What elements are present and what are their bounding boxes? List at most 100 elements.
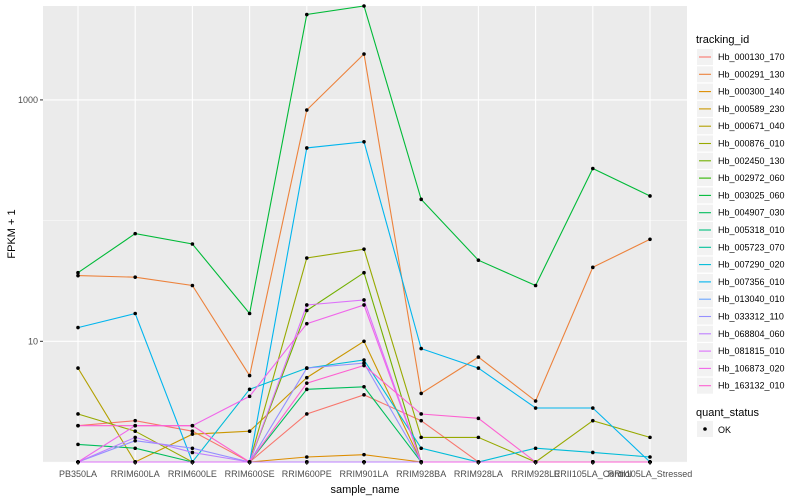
- x-axis: PB350LA RRIM600LA RRIM600LE RRIM600SE RRIM60…: [59, 462, 692, 479]
- data-point-Hb_002450_130: [362, 270, 366, 275]
- legend-label-Hb_005318_010: Hb_005318_010: [718, 225, 785, 235]
- data-point-Hb_163132_010: [133, 423, 137, 428]
- data-point-Hb_068804_060: [190, 450, 195, 455]
- data-point-Hb_000876_010: [362, 247, 366, 251]
- data-point-Hb_163132_010: [76, 423, 80, 428]
- data-point-Hb_003025_060: [133, 231, 137, 236]
- legend-title: tracking_id: [696, 34, 749, 46]
- data-point-Hb_004907_030: [133, 446, 137, 451]
- x-axis-title: sample_name: [330, 484, 399, 496]
- data-point-Hb_004907_030: [76, 442, 80, 447]
- data-point-Hb_000291_130: [133, 275, 137, 279]
- data-point-Hb_000291_130: [591, 265, 595, 270]
- data-point-Hb_106873_020: [247, 394, 252, 399]
- data-point-Hb_000130_170: [133, 418, 137, 423]
- data-point-Hb_004907_030: [362, 384, 366, 389]
- data-point-Hb_000589_230: [362, 339, 366, 344]
- x-tick-label: RRIM928LA: [454, 469, 503, 479]
- x-tick-label: RRIM600LA: [111, 469, 160, 479]
- quant-status-title: quant_status: [696, 407, 759, 419]
- data-point-Hb_003025_060: [533, 283, 538, 288]
- data-point-Hb_003025_060: [648, 194, 652, 198]
- data-point-Hb_000291_130: [419, 391, 424, 396]
- data-point-Hb_081815_010: [362, 298, 366, 302]
- data-point-Hb_007356_010: [591, 406, 595, 410]
- data-point-Hb_033312_110: [133, 438, 137, 443]
- y-tick-label: 10: [28, 336, 38, 346]
- legend-label-Hb_004907_030: Hb_004907_030: [718, 208, 785, 218]
- data-point-Hb_000130_170: [305, 412, 309, 416]
- data-point-Hb_000291_130: [305, 108, 309, 112]
- data-point-Hb_163132_010: [305, 381, 309, 385]
- data-point-Hb_000589_230: [247, 429, 252, 433]
- data-point-Hb_007290_020: [533, 446, 538, 451]
- data-point-Hb_007290_020: [419, 446, 424, 451]
- legend-label-Hb_000876_010: Hb_000876_010: [718, 139, 785, 149]
- data-point-Hb_000291_130: [247, 373, 252, 378]
- legend-label-Hb_163132_010: Hb_163132_010: [718, 381, 785, 391]
- data-point-Hb_007290_020: [362, 358, 366, 362]
- y-axis-title: FPKM + 1: [6, 209, 18, 258]
- data-point-Hb_000291_130: [362, 52, 366, 56]
- data-point-Hb_163132_010: [419, 412, 424, 416]
- legend-label-Hb_000589_230: Hb_000589_230: [718, 104, 785, 114]
- data-point-Hb_007290_020: [247, 387, 252, 392]
- data-point-Hb_000876_010: [476, 435, 481, 440]
- data-point-Hb_003025_060: [362, 4, 366, 8]
- x-tick-label: RRIM600PE: [282, 469, 332, 479]
- legend: tracking_id quant_status OK Hb_000130_17…: [696, 34, 785, 437]
- data-point-Hb_000876_010: [419, 435, 424, 440]
- data-point-Hb_000130_170: [419, 418, 424, 423]
- data-point-Hb_000291_130: [76, 273, 80, 278]
- data-point-Hb_007290_020: [591, 450, 595, 455]
- data-point-Hb_000589_230: [305, 375, 309, 380]
- data-point-Hb_007356_010: [305, 146, 309, 150]
- data-point-Hb_033312_110: [305, 366, 309, 370]
- data-point-Hb_106873_020: [362, 303, 366, 307]
- data-point-Hb_000876_010: [591, 418, 595, 423]
- data-point-Hb_000291_130: [476, 355, 481, 359]
- data-point-Hb_003025_060: [591, 166, 595, 171]
- y-tick-label: 1000: [18, 95, 38, 105]
- data-point-Hb_000300_140: [305, 455, 309, 459]
- data-point-Hb_163132_010: [476, 416, 481, 421]
- data-point-Hb_003025_060: [247, 311, 252, 316]
- x-tick-label: RRII105LA_Stressed: [608, 469, 693, 479]
- legend-label-Hb_003025_060: Hb_003025_060: [718, 190, 785, 200]
- data-point-Hb_007356_010: [419, 346, 424, 351]
- legend-label-Hb_000130_170: Hb_000130_170: [718, 52, 785, 62]
- data-point-Hb_000130_170: [362, 393, 366, 397]
- data-point-Hb_033312_110: [190, 446, 195, 451]
- data-point-Hb_007356_010: [362, 139, 366, 144]
- legend-label-Hb_000300_140: Hb_000300_140: [718, 87, 785, 97]
- legend-label-Hb_033312_110: Hb_033312_110: [718, 312, 784, 322]
- data-point-Hb_000876_010: [305, 256, 309, 260]
- legend-label-Hb_068804_060: Hb_068804_060: [718, 329, 785, 339]
- legend-label-Hb_013040_010: Hb_013040_010: [718, 294, 785, 304]
- legend-label-Hb_000671_040: Hb_000671_040: [718, 121, 785, 131]
- data-point-Hb_000589_230: [190, 432, 195, 436]
- legend-label-Hb_007290_020: Hb_007290_020: [718, 260, 785, 270]
- data-point-Hb_003025_060: [190, 242, 195, 246]
- data-point-Hb_007356_010: [533, 406, 538, 410]
- data-point-Hb_004907_030: [305, 387, 309, 392]
- data-point-Hb_000300_140: [362, 452, 366, 457]
- legend-label-Hb_005723_070: Hb_005723_070: [718, 242, 785, 252]
- data-point-Hb_007356_010: [133, 311, 137, 316]
- x-tick-label: RRII105LA_Control: [554, 469, 632, 479]
- x-tick-label: RRIM928BA: [396, 469, 446, 479]
- quant-status-label: OK: [718, 425, 731, 435]
- data-point-Hb_003025_060: [76, 270, 80, 275]
- data-point-Hb_007290_020: [648, 455, 652, 459]
- x-tick-label: RRIM600LE: [168, 469, 217, 479]
- data-point-Hb_000671_040: [76, 366, 80, 370]
- legend-label-Hb_007356_010: Hb_007356_010: [718, 277, 785, 287]
- quant-status-key-point: [703, 427, 707, 431]
- data-point-Hb_002450_130: [305, 308, 309, 313]
- legend-label-Hb_002972_060: Hb_002972_060: [718, 173, 785, 183]
- data-point-Hb_007356_010: [76, 325, 80, 330]
- x-tick-label: RRIM600SE: [225, 469, 275, 479]
- data-point-Hb_000130_170: [190, 429, 195, 433]
- data-point-Hb_003025_060: [305, 12, 309, 17]
